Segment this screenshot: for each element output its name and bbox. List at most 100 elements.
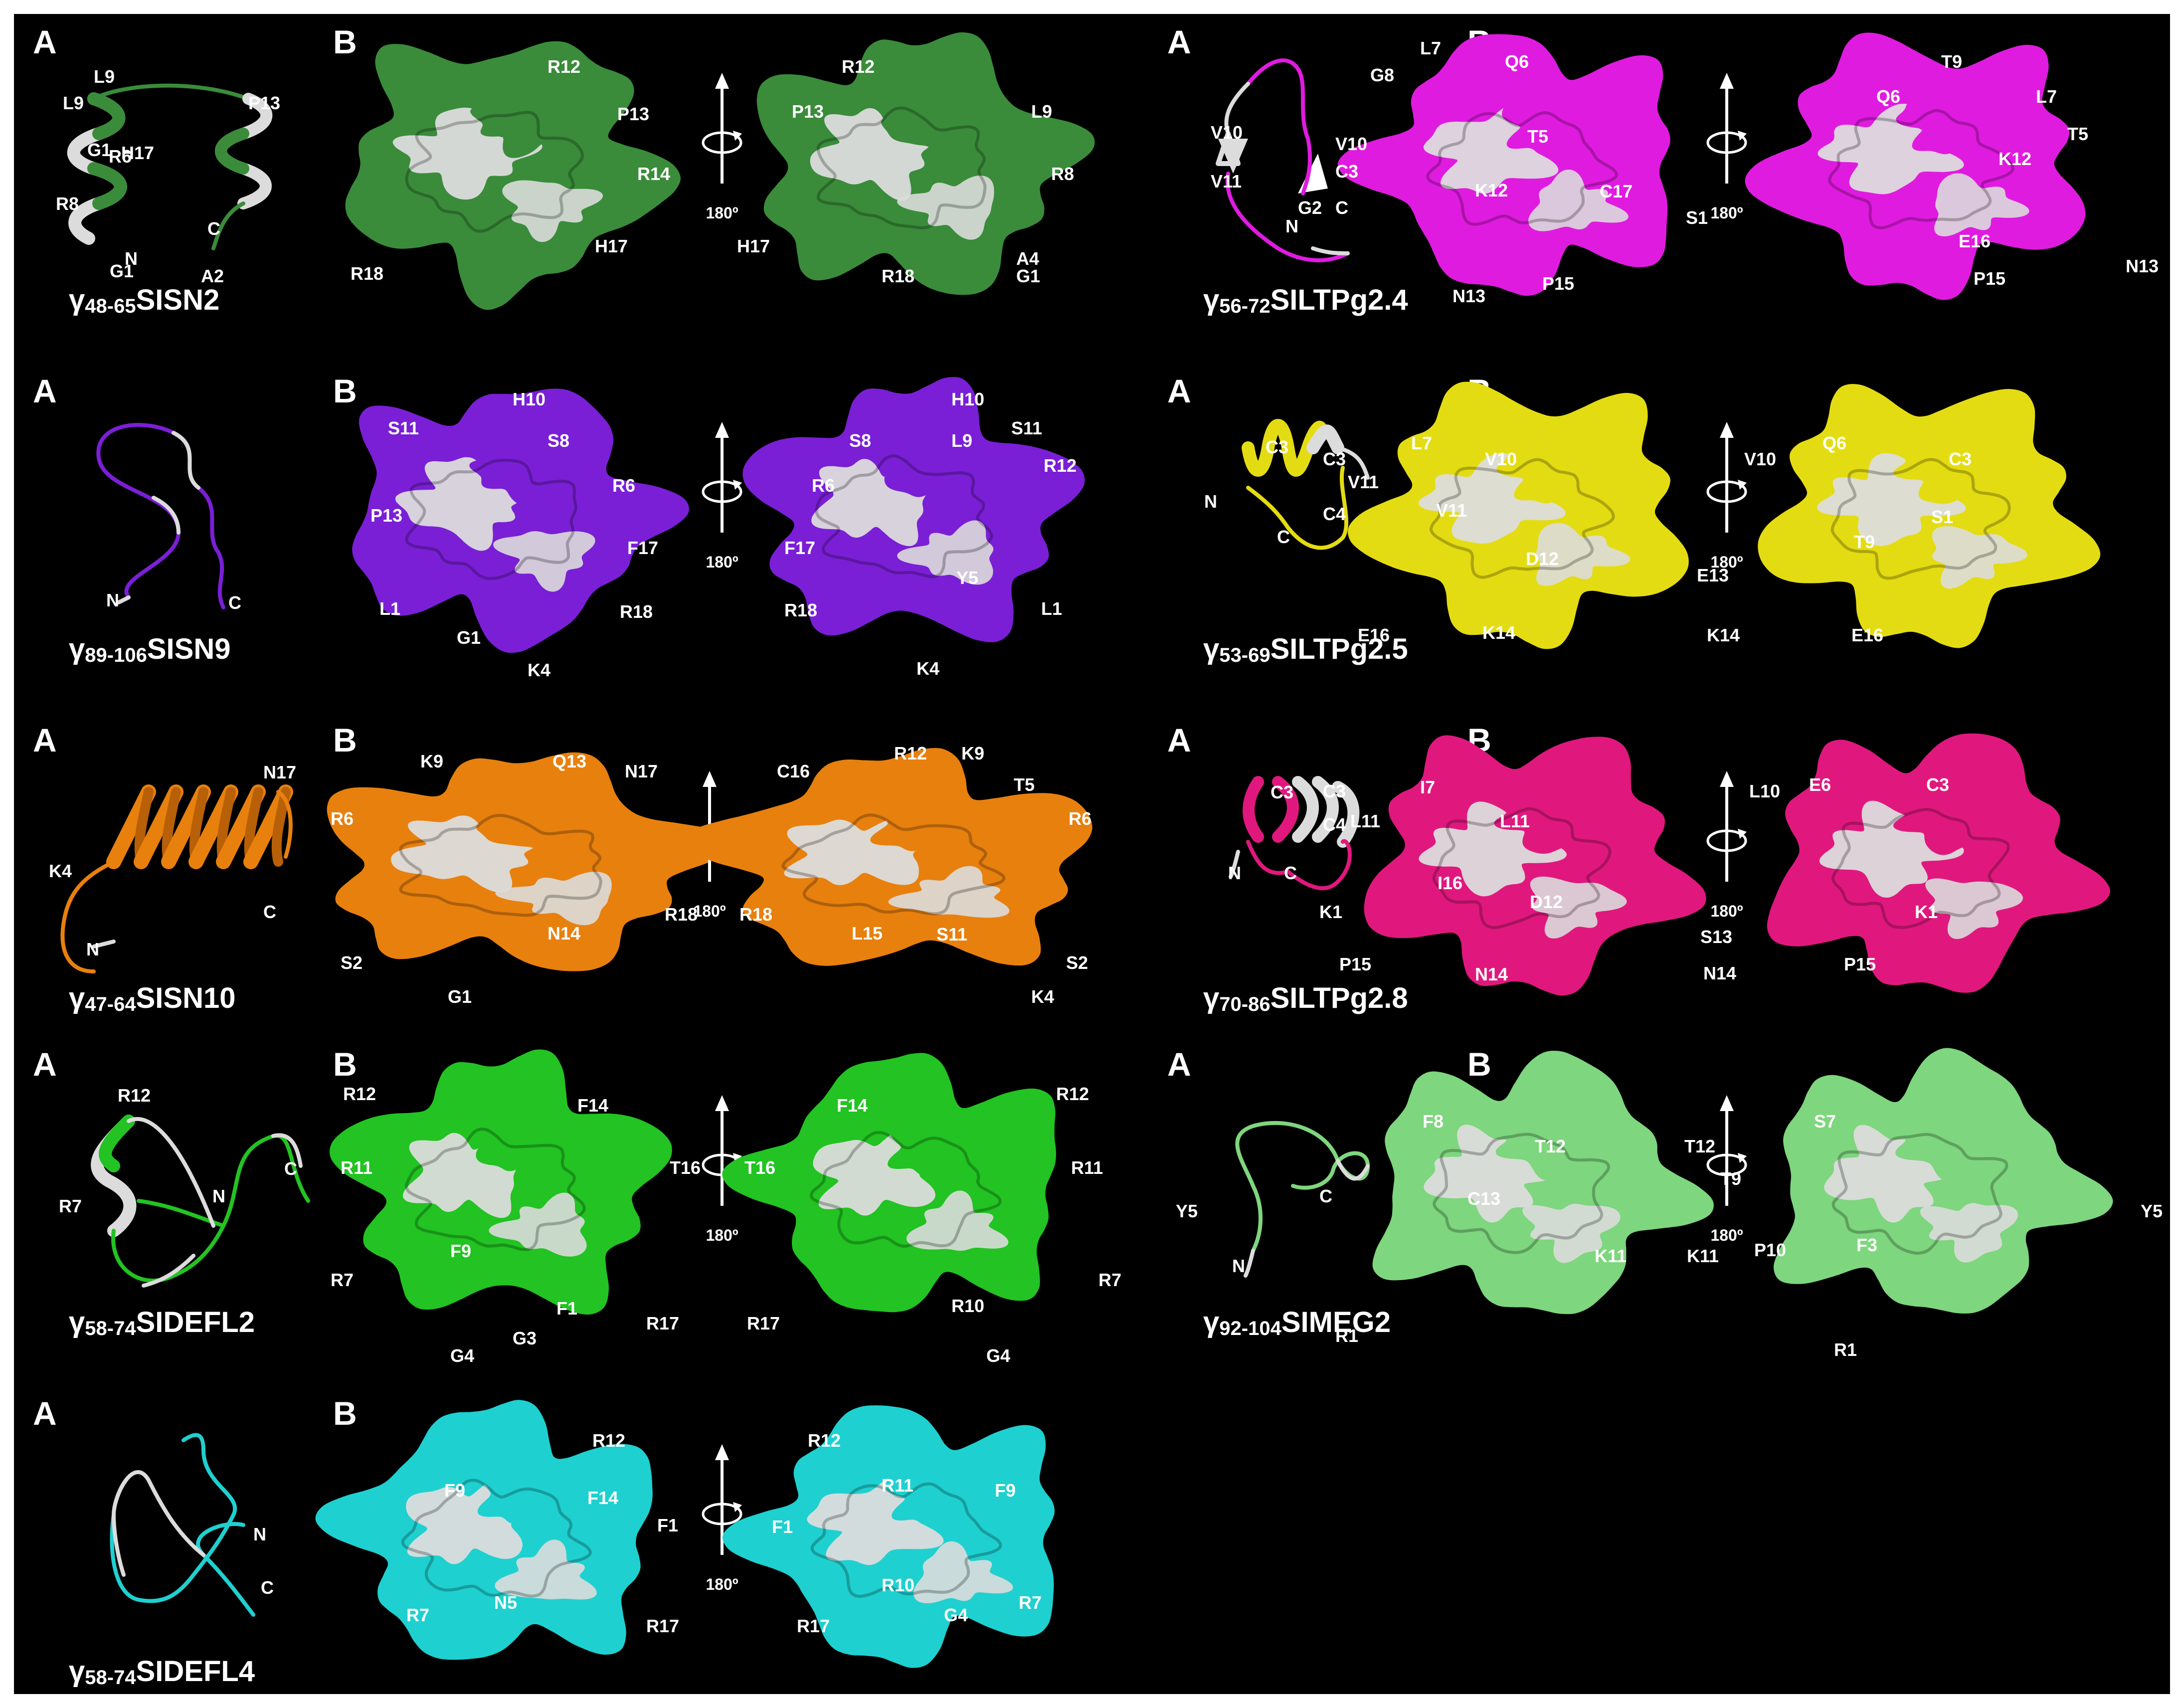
surface-front-sisn10 <box>327 752 732 971</box>
residue-label: T9 <box>1720 1168 1742 1189</box>
surface-back-siltpg2-4 <box>1745 32 2086 300</box>
residue-label: Q6 <box>1822 433 1847 453</box>
surface-back-simeg2 <box>1773 1048 2113 1314</box>
residue-label: R18 <box>739 904 773 925</box>
peptide-title: γ47-64SISN10 <box>69 982 236 1015</box>
residue-label: R12 <box>592 1430 626 1451</box>
residue-label: Y5 <box>1176 1201 1198 1221</box>
residue-label: K4 <box>528 660 551 680</box>
residue-label: T5 <box>2067 124 2089 144</box>
residue-label: H17 <box>737 236 770 256</box>
residue-label: R6 <box>109 146 132 167</box>
peptide-sisn10-artwork: 180º <box>60 748 1092 973</box>
surface-front-sidefl4 <box>315 1400 653 1660</box>
residue-label: P15 <box>1542 273 1575 294</box>
residue-label: R10 <box>882 1575 915 1595</box>
residue-label: N13 <box>2126 256 2159 276</box>
residue-label: R12 <box>1056 1084 1090 1104</box>
ribbon-label: N <box>1232 1256 1245 1276</box>
residue-label: T12 <box>1684 1136 1716 1156</box>
rotation-180-icon: 180º <box>702 1444 742 1593</box>
ribbon-label: N <box>212 1186 225 1206</box>
residue-label: T9 <box>1941 51 1963 72</box>
residue-label: C4 <box>1323 814 1346 835</box>
residue-label: R8 <box>56 193 79 214</box>
residue-label: N17 <box>625 761 658 781</box>
residue-label: R6 <box>1069 808 1092 829</box>
residue-label: K1 <box>1319 902 1343 922</box>
ribbon-label: V10 <box>1211 122 1243 143</box>
residue-label: K4 <box>1031 986 1055 1007</box>
residue-label: T16 <box>670 1157 701 1178</box>
residue-label: G4 <box>944 1605 968 1625</box>
residue-label: Y5 <box>2141 1201 2163 1221</box>
residue-label: R12 <box>842 56 875 77</box>
residue-label: S11 <box>1011 418 1043 438</box>
residue-label: R6 <box>331 808 354 829</box>
residue-label: R12 <box>1044 455 1077 476</box>
residue-label: C17 <box>1600 181 1633 201</box>
panel-letter-a: A <box>33 23 57 60</box>
ribbon-label: C <box>1335 197 1348 218</box>
ribbon-label: C3 <box>1335 161 1359 182</box>
residue-label: F14 <box>837 1095 868 1116</box>
peptide-simeg2-artwork: 180º <box>1235 1048 2113 1315</box>
peptide-sisn2-artwork: 180º <box>67 32 1095 310</box>
residue-label: I7 <box>1420 777 1436 797</box>
residue-label: S2 <box>1066 952 1089 973</box>
ribbon-label: N <box>1285 216 1298 236</box>
residue-label: P15 <box>1844 954 1876 974</box>
residue-label: A2 <box>201 266 224 286</box>
surface-front-siltpg2-4 <box>1337 34 1670 296</box>
ribbon-label: N <box>1228 863 1241 883</box>
residue-label: R1 <box>1834 1339 1857 1360</box>
panel-letter-a: A <box>1167 23 1191 60</box>
residue-label: G1 <box>110 261 134 281</box>
residue-label: K9 <box>961 743 985 763</box>
residue-label: L9 <box>1031 101 1053 122</box>
peptide-title: γ58-74SIDEFL4 <box>69 1655 255 1689</box>
residue-label: N13 <box>1453 286 1486 306</box>
residue-label: R7 <box>331 1270 354 1290</box>
residue-label: F14 <box>577 1095 609 1116</box>
residue-label: F1 <box>772 1517 793 1537</box>
residue-label: G4 <box>986 1345 1011 1366</box>
ribbon-simeg2 <box>1235 1121 1370 1278</box>
residue-label: L9 <box>94 66 115 87</box>
residue-label: R18 <box>882 266 915 286</box>
residue-label: Q6 <box>1505 51 1529 72</box>
residue-label: K12 <box>1475 180 1508 200</box>
surface-front-sisn9 <box>352 388 689 653</box>
residue-label: R18 <box>620 601 653 622</box>
ribbon-siltpg2-4 <box>1216 58 1350 262</box>
residue-label: F9 <box>995 1480 1016 1501</box>
panel-letter-a: A <box>1167 373 1191 409</box>
residue-label: G1 <box>1016 266 1041 286</box>
residue-label: F14 <box>587 1488 619 1508</box>
residue-label: T16 <box>744 1157 776 1178</box>
residue-label: T12 <box>1535 1136 1566 1156</box>
ribbon-label: C <box>1277 527 1290 547</box>
residue-label: P15 <box>1339 954 1372 974</box>
panel-letter-a: A <box>33 1046 57 1083</box>
peptide-siltpg2-8-artwork: 180º <box>1229 733 2110 996</box>
residue-label: P15 <box>1974 268 2006 289</box>
ribbon-sisn9 <box>96 423 225 609</box>
peptide-title: γ53-69SILTPg2.5 <box>1203 633 1408 666</box>
residue-label: F1 <box>657 1515 679 1535</box>
residue-label: G8 <box>1370 65 1395 85</box>
panel-letter-b: B <box>1467 1046 1491 1083</box>
residue-label: E16 <box>1358 625 1390 645</box>
ribbon-label: N <box>106 590 119 610</box>
rotation-180-icon: 180º <box>1706 771 1747 920</box>
residue-label: E13 <box>1697 565 1729 585</box>
rotation-label: 180º <box>706 1226 738 1244</box>
residue-label: K4 <box>916 658 940 679</box>
panel-letter-b: B <box>333 373 357 409</box>
residue-label: S11 <box>388 418 419 438</box>
residue-label: F17 <box>784 538 816 558</box>
ribbon-label: R7 <box>59 1196 82 1216</box>
rotation-label: 180º <box>1710 204 1743 222</box>
rotation-180-icon: 180º <box>702 73 742 222</box>
residue-label: S7 <box>1814 1111 1836 1132</box>
